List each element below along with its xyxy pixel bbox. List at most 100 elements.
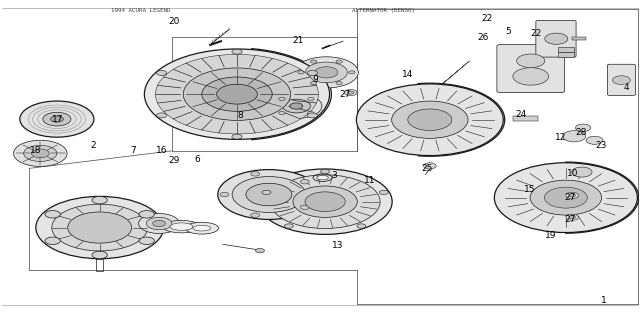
Circle shape — [307, 113, 317, 118]
Circle shape — [310, 60, 317, 63]
Circle shape — [321, 169, 330, 174]
Text: 22: 22 — [482, 14, 493, 23]
Bar — [557, 52, 573, 57]
Ellipse shape — [185, 222, 218, 234]
Circle shape — [36, 196, 164, 259]
Circle shape — [139, 237, 154, 244]
Circle shape — [569, 216, 575, 219]
Circle shape — [300, 180, 309, 184]
Circle shape — [344, 90, 357, 96]
Text: 24: 24 — [516, 110, 527, 119]
Text: 20: 20 — [169, 18, 180, 26]
Bar — [557, 48, 573, 52]
Circle shape — [24, 145, 57, 162]
Text: 28: 28 — [575, 128, 586, 137]
Circle shape — [92, 196, 108, 204]
Text: 21: 21 — [292, 36, 303, 45]
Circle shape — [308, 97, 314, 100]
Bar — [572, 37, 586, 40]
Circle shape — [255, 249, 264, 253]
Ellipse shape — [193, 225, 211, 231]
Circle shape — [262, 190, 271, 195]
Circle shape — [92, 251, 108, 259]
Circle shape — [157, 70, 166, 75]
Circle shape — [392, 101, 468, 138]
Circle shape — [513, 68, 548, 85]
Circle shape — [220, 192, 229, 197]
Circle shape — [530, 180, 602, 215]
Text: 7: 7 — [131, 146, 136, 155]
Circle shape — [308, 111, 314, 115]
Text: ALTERNATOR (DENSO): ALTERNATOR (DENSO) — [353, 8, 415, 13]
Circle shape — [408, 109, 452, 131]
Circle shape — [575, 124, 591, 131]
Circle shape — [279, 97, 285, 100]
Circle shape — [566, 192, 579, 198]
Text: 22: 22 — [530, 29, 541, 38]
Circle shape — [52, 204, 148, 251]
Ellipse shape — [317, 176, 328, 180]
Circle shape — [232, 134, 242, 139]
Circle shape — [293, 186, 357, 218]
Circle shape — [68, 212, 132, 243]
Text: 18: 18 — [30, 146, 42, 155]
Circle shape — [305, 192, 345, 212]
Circle shape — [572, 167, 592, 177]
Text: 29: 29 — [169, 156, 180, 165]
Circle shape — [545, 187, 588, 208]
Circle shape — [300, 205, 309, 209]
Text: 17: 17 — [52, 115, 64, 124]
Text: 1994 ACURA LEGEND: 1994 ACURA LEGEND — [111, 8, 171, 13]
Text: 5: 5 — [506, 27, 511, 36]
Text: 11: 11 — [364, 176, 376, 185]
FancyBboxPatch shape — [497, 45, 564, 93]
Circle shape — [145, 49, 330, 139]
Circle shape — [270, 175, 380, 228]
Circle shape — [356, 84, 503, 156]
Circle shape — [357, 224, 366, 228]
Circle shape — [147, 217, 172, 230]
Circle shape — [284, 224, 293, 228]
Circle shape — [20, 101, 94, 137]
Circle shape — [612, 76, 630, 85]
Ellipse shape — [163, 220, 200, 233]
FancyBboxPatch shape — [536, 20, 576, 57]
Circle shape — [13, 140, 67, 167]
Ellipse shape — [170, 223, 193, 230]
Circle shape — [348, 91, 354, 94]
Text: 12: 12 — [555, 133, 566, 142]
Circle shape — [290, 103, 303, 109]
Text: 25: 25 — [422, 164, 433, 173]
Circle shape — [258, 169, 392, 234]
Text: 27: 27 — [564, 215, 576, 224]
Text: 23: 23 — [595, 141, 607, 150]
Text: 9: 9 — [312, 75, 318, 84]
Text: 10: 10 — [566, 169, 578, 178]
Circle shape — [216, 84, 257, 104]
Text: 13: 13 — [332, 241, 344, 250]
Circle shape — [336, 60, 342, 63]
Circle shape — [31, 149, 49, 158]
Text: 27: 27 — [564, 193, 576, 202]
Circle shape — [282, 99, 310, 113]
Circle shape — [157, 113, 166, 118]
Circle shape — [45, 211, 60, 218]
Circle shape — [232, 177, 306, 213]
Circle shape — [349, 71, 355, 74]
Circle shape — [218, 170, 320, 219]
Circle shape — [315, 67, 338, 78]
Text: 1: 1 — [602, 296, 607, 305]
Text: 14: 14 — [403, 70, 414, 80]
Circle shape — [307, 70, 317, 75]
Circle shape — [251, 213, 260, 217]
Circle shape — [251, 172, 260, 176]
Circle shape — [246, 183, 292, 206]
Text: 4: 4 — [624, 84, 629, 92]
Circle shape — [139, 213, 179, 233]
Circle shape — [51, 116, 63, 122]
Text: 3: 3 — [331, 171, 337, 180]
Circle shape — [310, 82, 317, 85]
Circle shape — [545, 33, 568, 44]
Circle shape — [569, 194, 575, 197]
Text: 19: 19 — [545, 231, 557, 239]
